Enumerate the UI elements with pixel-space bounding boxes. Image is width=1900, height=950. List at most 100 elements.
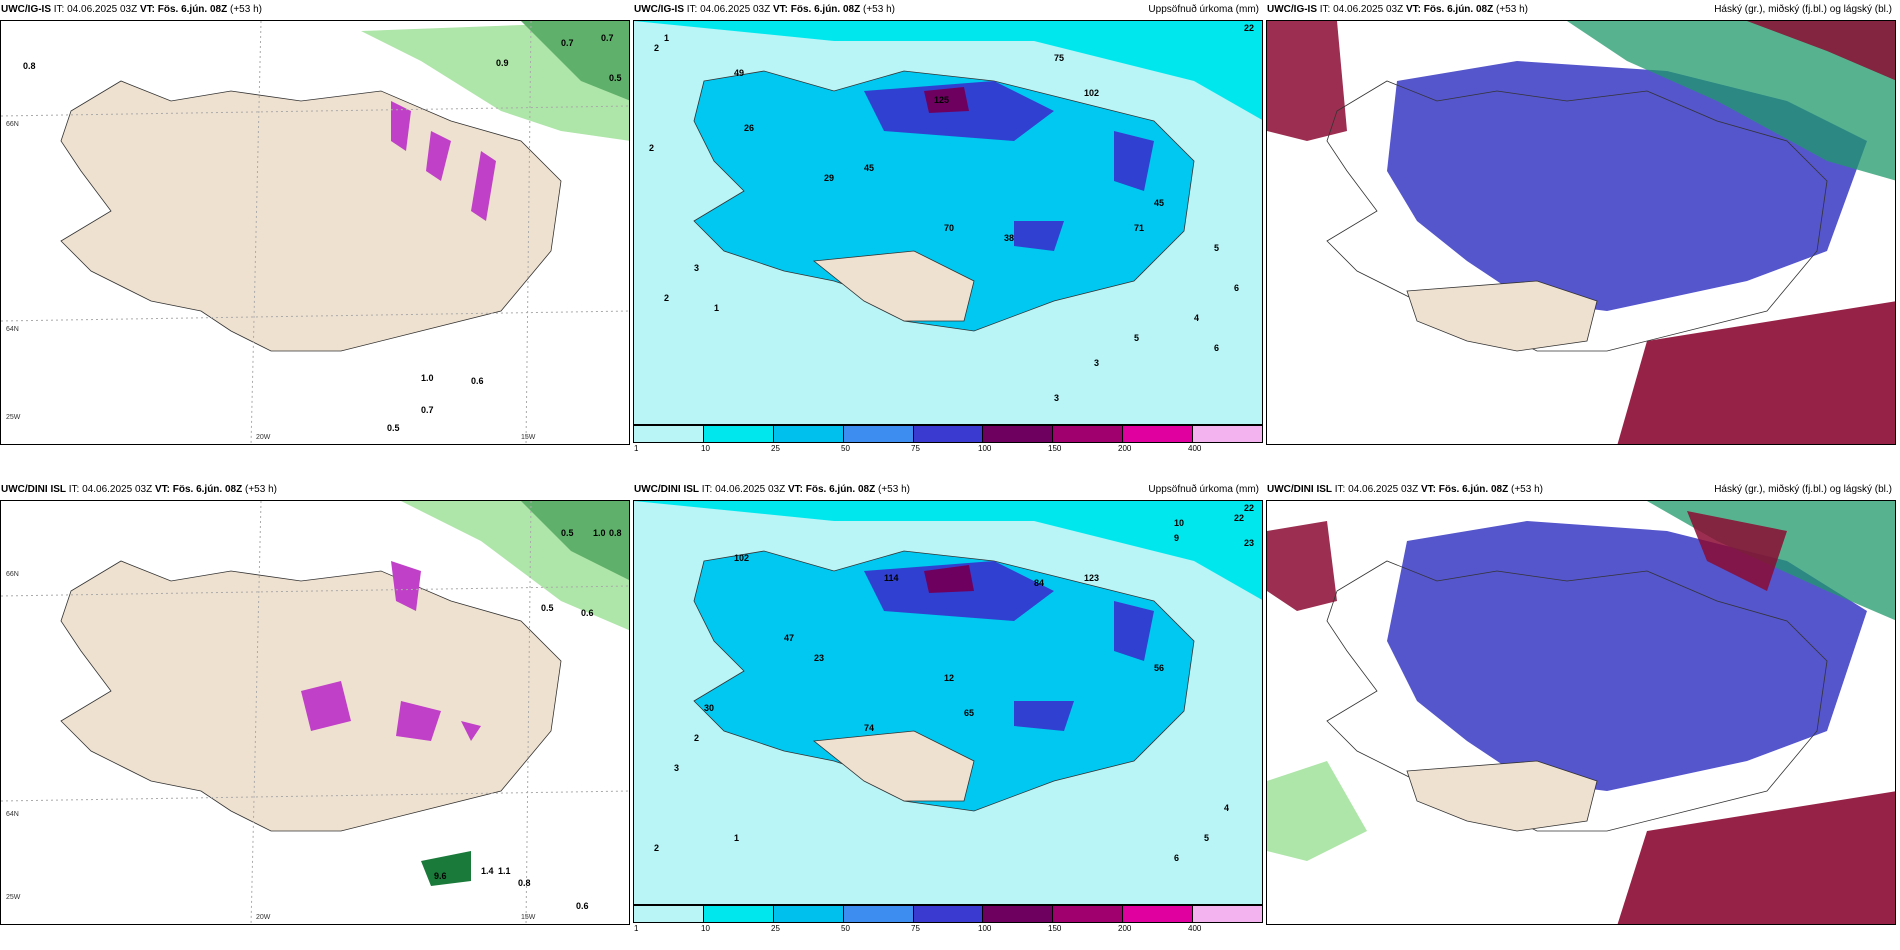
colorbar-swatch: [1193, 906, 1263, 922]
value-label: 22: [1234, 513, 1244, 523]
value-label: 0.5: [387, 423, 400, 433]
colorbar-swatch: [1053, 906, 1124, 922]
value-label: 123: [1084, 573, 1099, 583]
tick-label: 1: [634, 924, 639, 933]
colorbar-swatch: [913, 426, 984, 442]
value-label: 1.1: [498, 866, 511, 876]
value-label: 10: [1174, 518, 1184, 528]
tick-label: 10: [701, 924, 710, 933]
value-label: 4: [1194, 313, 1199, 323]
colorbar-swatch: [1053, 426, 1124, 442]
lat-label: 64N: [6, 811, 19, 818]
value-label: 0.6: [581, 608, 594, 618]
value-label: 45: [1154, 198, 1164, 208]
value-label: 0.6: [576, 901, 589, 911]
panel-top-left: UWC/IG-IS IT: 04.06.2025 03Z VT: Fös. 6.…: [0, 0, 630, 445]
value-label: 2: [649, 143, 654, 153]
value-label: 2: [654, 843, 659, 853]
panel-title: UWC/IG-IS IT: 04.06.2025 03Z VT: Fös. 6.…: [1, 4, 262, 15]
tick-label: 75: [911, 924, 920, 933]
value-label: 70: [944, 223, 954, 233]
tick-label: 150: [1048, 444, 1062, 453]
colorbar-swatch: [983, 906, 1054, 922]
colorbar-ticks: 1 10 25 50 75 100 150 200 400: [633, 924, 1263, 934]
panel-bottom-middle: UWC/DINI ISL IT: 04.06.2025 03Z VT: Fös.…: [633, 480, 1263, 933]
value-label: 2: [654, 43, 659, 53]
tick-label: 75: [911, 444, 920, 453]
panel-title: UWC/DINI ISL IT: 04.06.2025 03Z VT: Fös.…: [634, 484, 910, 495]
colorbar-swatch: [913, 906, 984, 922]
panel-subtitle: Uppsöfnuð úrkoma (mm): [1148, 4, 1259, 15]
value-label: 5: [1204, 833, 1209, 843]
value-label: 2: [664, 293, 669, 303]
value-label: 26: [744, 123, 754, 133]
value-label: 1: [734, 833, 739, 843]
panel-subtitle: Uppsöfnuð úrkoma (mm): [1148, 484, 1259, 495]
tick-label: 25: [771, 444, 780, 453]
precip-colorbar: [633, 905, 1263, 923]
value-label: 1: [664, 33, 669, 43]
colorbar-swatch: [634, 906, 704, 922]
map-area[interactable]: 22 10 9 23 22 2 3 4 5 6 102 114 123 84 5…: [633, 500, 1263, 905]
tick-label: 100: [978, 444, 992, 453]
value-label: 5: [1214, 243, 1219, 253]
value-label: 29: [824, 173, 834, 183]
value-label: 0.5: [609, 73, 622, 83]
value-label: 9.6: [434, 871, 447, 881]
lon-label: 15W: [521, 914, 536, 921]
lon-label: 20W: [256, 434, 271, 441]
value-label: 0.7: [601, 33, 614, 43]
value-label: 9: [1174, 533, 1179, 543]
panel-subtitle: Háský (gr.), miðský (fj.bl.) og lágský (…: [1714, 484, 1892, 495]
value-label: 3: [1094, 358, 1099, 368]
colorbar-swatch: [703, 906, 774, 922]
tick-label: 400: [1188, 924, 1202, 933]
value-label: 0.5: [541, 603, 554, 613]
map-area[interactable]: 66N 64N 20W 15W 25W 0.8 0.9 0.7 0.7 0.5 …: [0, 20, 630, 445]
value-label: 74: [864, 723, 874, 733]
precip-colorbar: [633, 425, 1263, 443]
tick-label: 10: [701, 444, 710, 453]
value-label: 0.8: [23, 61, 36, 71]
map-area[interactable]: [1266, 500, 1896, 925]
value-label: 1.0: [421, 373, 434, 383]
tick-label: 1: [634, 444, 639, 453]
colorbar-swatch: [1123, 906, 1194, 922]
value-label: 3: [1054, 393, 1059, 403]
colorbar-swatch: [703, 426, 774, 442]
value-label: 114: [884, 573, 899, 583]
value-label: 0.9: [496, 58, 509, 68]
tick-label: 25: [771, 924, 780, 933]
value-label: 23: [1244, 538, 1254, 548]
lon-label: 20W: [256, 914, 271, 921]
value-label: 2: [694, 733, 699, 743]
panel-subtitle: Háský (gr.), miðský (fj.bl.) og lágský (…: [1714, 4, 1892, 15]
map-area[interactable]: 66N 64N 20W 15W 25W 0.5 1.0 0.8 0.6 0.5 …: [0, 500, 630, 925]
tick-label: 100: [978, 924, 992, 933]
value-label: 0.7: [561, 38, 574, 48]
value-label: 71: [1134, 223, 1144, 233]
colorbar-swatch: [773, 426, 844, 442]
panel-title: UWC/DINI ISL IT: 04.06.2025 03Z VT: Fös.…: [1267, 484, 1543, 495]
value-label: 4: [1224, 803, 1229, 813]
map-area[interactable]: 22 2 1 2 3 2 1 5 6 4 3 3 5 6 49 125 102 …: [633, 20, 1263, 425]
panel-bottom-left: UWC/DINI ISL IT: 04.06.2025 03Z VT: Fös.…: [0, 480, 630, 925]
value-label: 23: [814, 653, 824, 663]
map-area[interactable]: [1266, 20, 1896, 445]
value-label: 125: [934, 95, 949, 105]
value-label: 0.5: [561, 528, 574, 538]
value-label: 0.8: [518, 878, 531, 888]
panel-bottom-right: UWC/DINI ISL IT: 04.06.2025 03Z VT: Fös.…: [1266, 480, 1896, 925]
value-label: 65: [964, 708, 974, 718]
value-label: 30: [704, 703, 714, 713]
value-label: 102: [1084, 88, 1099, 98]
lat-label: 66N: [6, 121, 19, 128]
tick-label: 200: [1118, 924, 1132, 933]
colorbar-swatch: [773, 906, 844, 922]
value-label: 5: [1134, 333, 1139, 343]
value-label: 45: [864, 163, 874, 173]
tick-label: 200: [1118, 444, 1132, 453]
value-label: 22: [1244, 503, 1254, 513]
value-label: 0.8: [609, 528, 622, 538]
value-label: 0.6: [471, 376, 484, 386]
